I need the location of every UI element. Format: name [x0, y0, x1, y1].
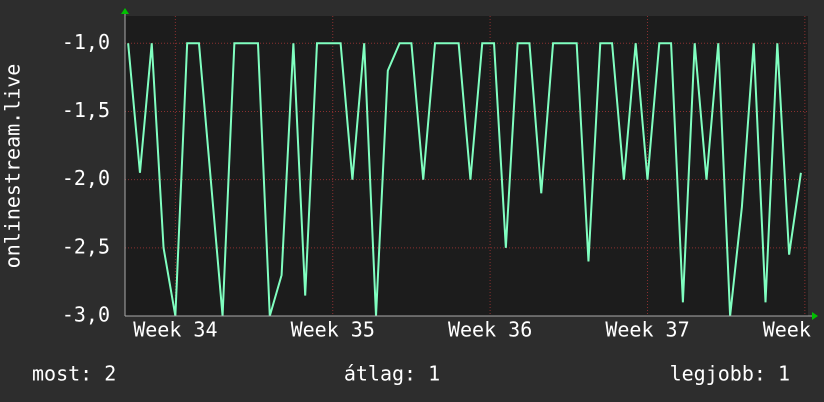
y-tick-label: -3,0	[62, 303, 110, 327]
x-axis-arrow	[812, 312, 818, 320]
y-tick-label: -2,0	[62, 166, 110, 190]
x-tick-label: Week 37	[605, 318, 689, 342]
y-axis-arrow	[121, 8, 129, 14]
x-tick-label: Week 35	[291, 318, 375, 342]
data-line	[127, 42, 802, 317]
stat-best: legjobb: 1	[670, 362, 790, 386]
stat-current: most: 2	[32, 362, 116, 386]
x-tick-label: Week 38	[763, 318, 824, 342]
x-tick-label: Week 36	[448, 318, 532, 342]
y-tick-label: -1,0	[62, 30, 110, 54]
y-tick-label: -1,5	[62, 98, 110, 122]
y-axis-label: onlinestream.live	[1, 64, 25, 269]
y-tick-label: -2,5	[62, 234, 110, 258]
stat-average: átlag: 1	[344, 362, 440, 386]
x-tick-label: Week 34	[133, 318, 217, 342]
